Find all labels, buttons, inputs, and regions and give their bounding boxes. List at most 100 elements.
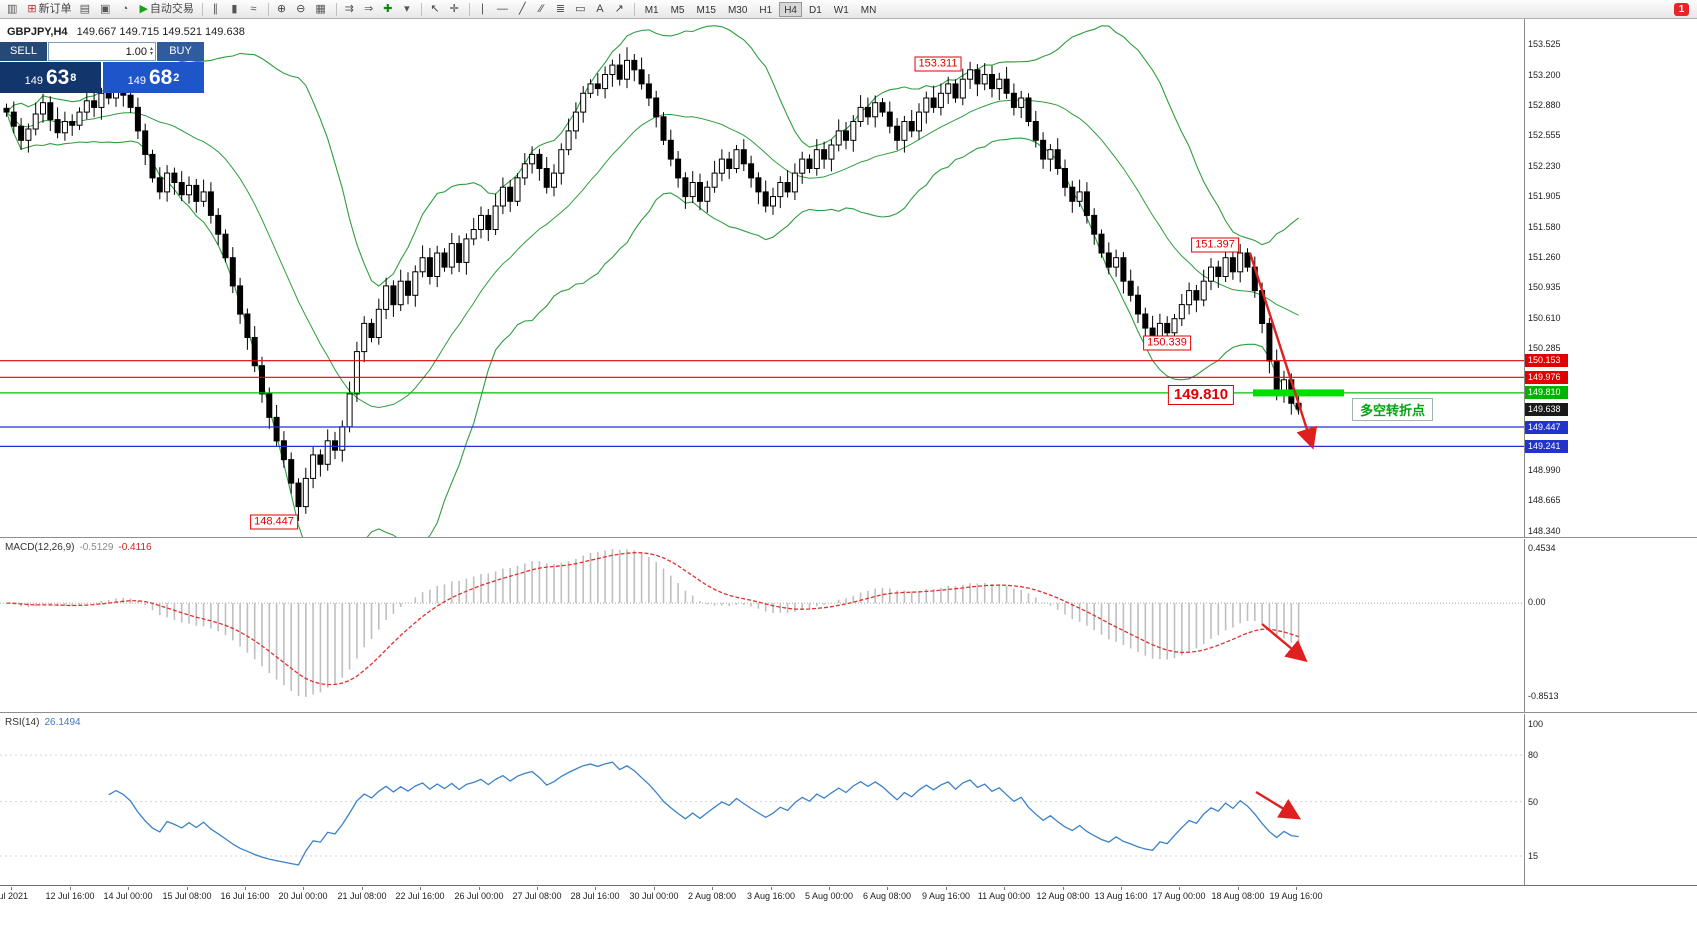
candlestick-chart-icon[interactable]: ▮ <box>227 2 244 17</box>
ohlc-values: 149.667 149.715 149.521 149.638 <box>76 26 245 38</box>
channel-icon: ∕∕ <box>539 2 544 15</box>
buy-button[interactable]: BUY <box>157 42 204 61</box>
shapes-icon: ▭ <box>575 2 586 15</box>
price-annotation-151.397[interactable]: 151.397 <box>1191 237 1239 253</box>
timeframe-button-h4[interactable]: H4 <box>779 1 802 17</box>
price-axis-label: 148.665 <box>1528 495 1561 505</box>
zoom-in-icon[interactable]: ⊕ <box>274 2 291 17</box>
timeframe-button-h1[interactable]: H1 <box>759 4 773 16</box>
indicators-dropdown-icon[interactable]: ▾ <box>399 2 416 17</box>
zoom-in-icon: ⊕ <box>276 2 287 15</box>
cursor-icon[interactable]: ↖ <box>427 2 444 17</box>
vertical-line-icon[interactable]: ∣ <box>475 2 492 17</box>
zoom-out-icon[interactable]: ⊖ <box>293 2 310 17</box>
auto-trading-button: ▶ <box>139 2 148 15</box>
rsi-scale-80: 80 <box>1528 750 1539 760</box>
rsi-indicator-panel[interactable]: RSI(14) 26.1494 100 80 50 15 <box>0 714 1697 886</box>
spinner-down-icon[interactable]: ▾ <box>149 50 153 57</box>
indicators-icon[interactable]: ✚ <box>380 2 397 17</box>
terminal-icon[interactable]: ▣ <box>97 2 115 17</box>
time-axis-tick <box>537 887 538 890</box>
lot-size-input[interactable]: 1.00 ▴ ▾ <box>48 42 156 61</box>
arrow-tool-icon[interactable]: ↗ <box>611 2 628 17</box>
strategy-tester-icon: ◔ <box>121 2 129 15</box>
auto-trading-button[interactable]: ▶ 自动交易 <box>136 2 196 17</box>
zoom-out-icon: ⊖ <box>296 2 306 15</box>
strategy-tester-icon[interactable]: ◔ <box>117 2 134 17</box>
macd-indicator-panel[interactable]: MACD(12,26,9) -0.5129 -0.4116 0.4534 0.00 … <box>0 539 1697 713</box>
horizontal-line-icon[interactable]: ― <box>494 2 513 17</box>
tile-windows-icon[interactable]: ▦ <box>312 2 330 17</box>
notification-badge[interactable]: 1 <box>1674 2 1689 16</box>
shapes-icon[interactable]: ▭ <box>572 2 590 17</box>
price-chart-svg[interactable] <box>0 19 1697 538</box>
fibonacci-icon[interactable]: ≣ <box>553 2 570 17</box>
time-axis-label: 11 Aug 00:00 <box>977 891 1031 901</box>
timeframe-button-d1[interactable]: D1 <box>809 4 822 16</box>
crosshair-icon[interactable]: ✛ <box>447 2 464 17</box>
toolbar-separator <box>201 2 203 16</box>
time-axis-tick <box>303 887 304 890</box>
chart-profile-icon[interactable]: ▤ <box>77 2 95 17</box>
lot-value: 1.00 <box>125 45 147 58</box>
price-chart-panel[interactable]: GBPJPY,H4 149.667 149.715 149.521 149.63… <box>0 19 1697 538</box>
price-axis-label: 151.260 <box>1528 252 1561 262</box>
fibonacci-icon: ≣ <box>555 2 566 15</box>
turning-point-label[interactable]: 多空转折点 <box>1352 398 1434 421</box>
rsi-svg[interactable] <box>0 714 1697 886</box>
timeframe-button-m15[interactable]: M15 <box>696 4 716 16</box>
rsi-scale-15: 15 <box>1528 851 1539 861</box>
spinner-up-icon[interactable]: ▴ <box>149 45 153 52</box>
timeframe-button-w1[interactable]: W1 <box>833 4 849 16</box>
time-axis-label: 22 Jul 16:00 <box>395 891 445 901</box>
time-axis-tick <box>128 887 129 890</box>
sell-price-base: 149 <box>24 74 43 87</box>
timeframe-button-m1[interactable]: M1 <box>644 4 659 16</box>
time-axis-label: 19 Aug 16:00 <box>1269 891 1323 901</box>
line-chart-icon[interactable]: ≈ <box>246 2 263 17</box>
timeframe-button-m30[interactable]: M30 <box>727 4 748 16</box>
time-axis-tick <box>1004 887 1005 890</box>
sell-price-point: 8 <box>70 71 77 84</box>
text-icon[interactable]: A <box>592 2 609 17</box>
arrow-tool-icon: ↗ <box>614 2 624 15</box>
buy-price-button[interactable]: 149 68 2 <box>103 62 204 93</box>
time-axis-tick <box>70 887 71 890</box>
toolbar-separator <box>267 2 269 16</box>
trendline-icon[interactable]: ╱ <box>515 2 532 17</box>
timeframe-button-m5[interactable]: M5 <box>670 4 685 16</box>
time-axis-label: 28 Jul 16:00 <box>570 891 620 901</box>
time-axis-tick <box>771 887 772 890</box>
time-axis-label: 5 Aug 00:00 <box>804 891 854 901</box>
new-order-button[interactable]: ⊞ 新订单 <box>24 2 74 17</box>
time-axis[interactable]: Jul 2021 12 Jul 16:00 14 Jul 00:00 15 Jul 0… <box>0 887 1697 905</box>
sell-button[interactable]: SELL <box>0 42 47 61</box>
channel-icon[interactable]: ∕∕ <box>534 2 551 17</box>
bar-chart-icon[interactable]: ∥ <box>208 2 225 17</box>
lot-spinner[interactable]: ▴ ▾ <box>149 45 153 57</box>
price-axis-label: 151.905 <box>1528 191 1561 201</box>
macd-svg[interactable] <box>0 539 1697 713</box>
new-chart-icon[interactable]: ▥ <box>4 2 22 17</box>
time-axis-tick <box>1179 887 1180 890</box>
chart-shift-icon[interactable]: ⇒ <box>361 2 378 17</box>
sell-price-pips: 63 <box>45 65 70 89</box>
toolbar-separator <box>468 2 470 16</box>
auto-trading-button-label: 自动交易 <box>149 2 194 15</box>
price-annotation-148.447[interactable]: 148.447 <box>250 514 298 530</box>
rsi-scale-50: 50 <box>1528 797 1539 807</box>
price-axis-label: 152.230 <box>1528 161 1561 171</box>
time-axis-tick <box>420 887 421 890</box>
time-axis-label: 13 Aug 16:00 <box>1094 891 1148 901</box>
sell-price-button[interactable]: 149 63 8 <box>0 62 101 93</box>
macd-signal-value: -0.4116 <box>118 542 152 553</box>
timeframe-button-mn[interactable]: MN <box>860 4 877 16</box>
time-axis-label: Jul 2021 <box>0 891 29 901</box>
time-axis-tick <box>712 887 713 890</box>
new-order-button-label: 新订单 <box>38 2 72 15</box>
auto-scroll-icon[interactable]: ⇉ <box>342 2 359 17</box>
price-annotation-150.339[interactable]: 150.339 <box>1143 335 1191 351</box>
price-annotation-153.311[interactable]: 153.311 <box>914 56 962 72</box>
price-annotation-149.810[interactable]: 149.810 <box>1167 385 1235 405</box>
